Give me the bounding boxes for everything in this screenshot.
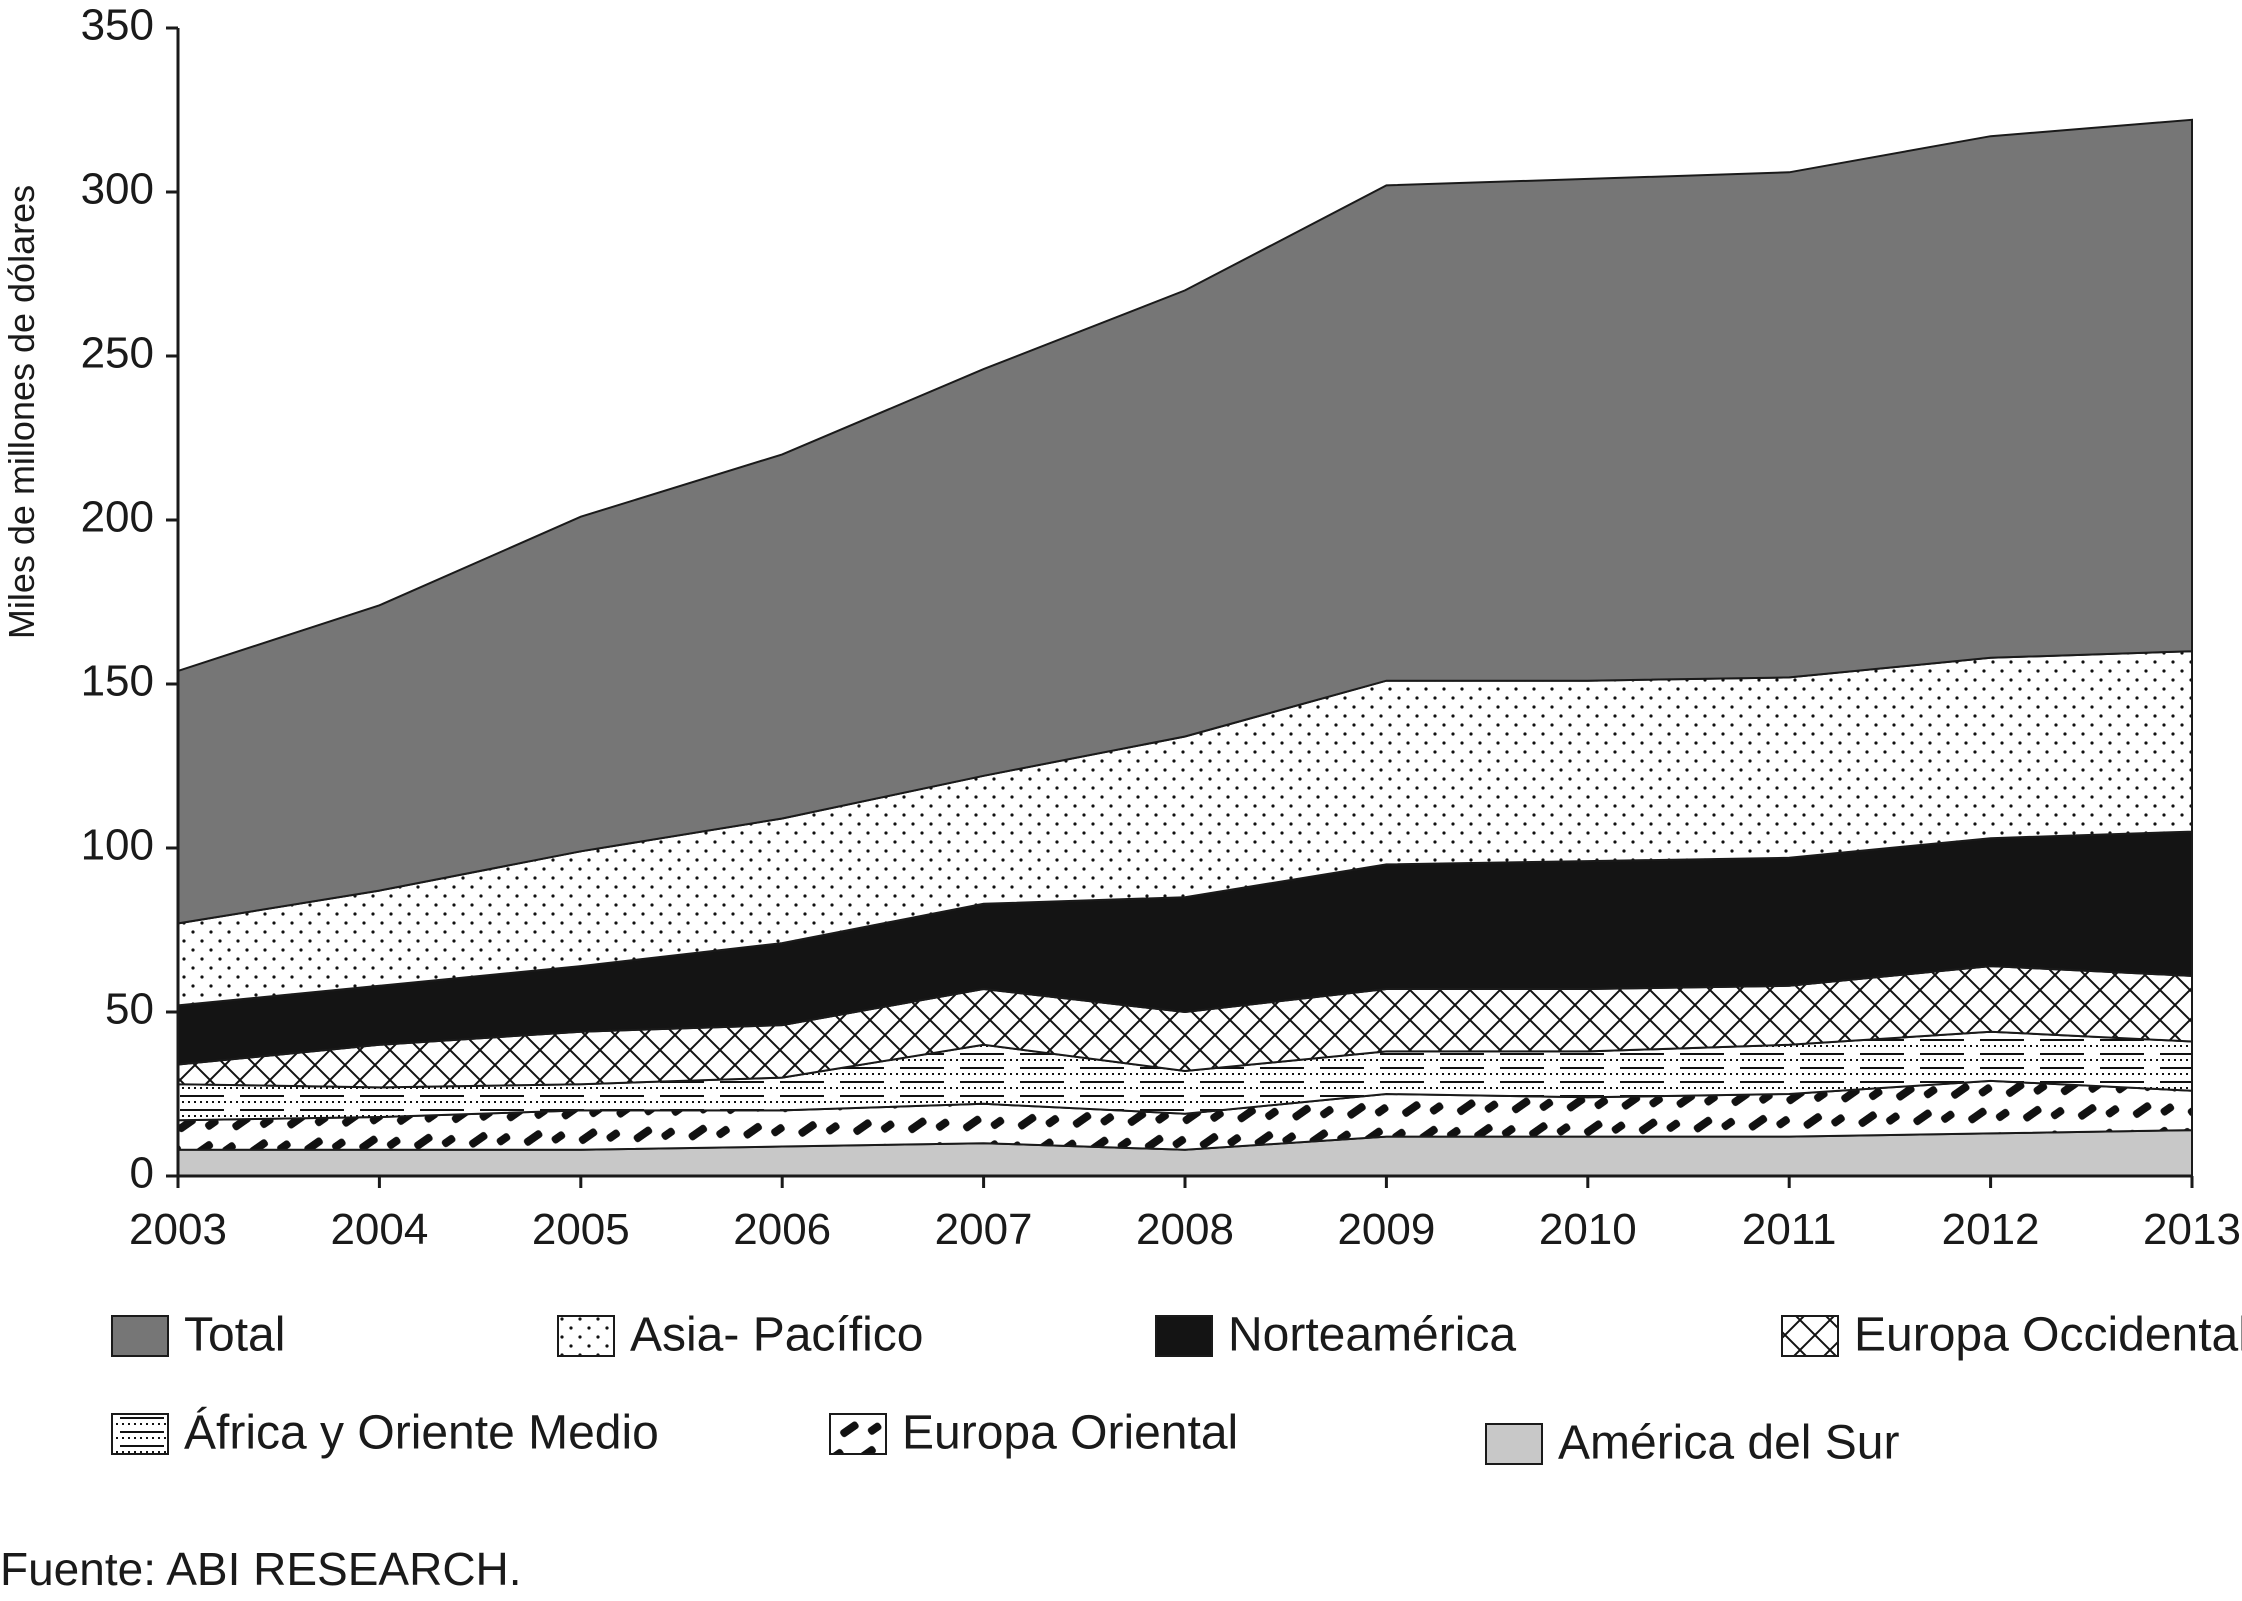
y-tick-label: 150 (81, 657, 154, 706)
x-tick-label: 2012 (1942, 1205, 2040, 1254)
y-tick-label: 0 (130, 1149, 154, 1198)
x-tick-label: 2004 (330, 1205, 428, 1254)
legend-label: Asia- Pacífico (630, 1309, 923, 1362)
legend-swatch (111, 1413, 169, 1455)
legend-item-norteamerica: Norteamérica (1155, 1309, 1516, 1362)
legend-item-europa-oriental: Europa Oriental (829, 1407, 1238, 1460)
legend-item-africa-y-oriente-medio: África y Oriente Medio (111, 1407, 659, 1460)
x-tick-label: 2003 (129, 1205, 227, 1254)
legend-label: Europa Oriental (902, 1407, 1238, 1460)
legend-swatch (1155, 1315, 1213, 1357)
x-tick-label: 2008 (1136, 1205, 1234, 1254)
legend-label: Norteamérica (1228, 1309, 1516, 1362)
source-note: Fuente: ABI RESEARCH. (0, 1543, 522, 1595)
x-tick-label: 2007 (935, 1205, 1033, 1254)
y-tick-label: 250 (81, 329, 154, 378)
legend-item-america-del-sur: América del Sur (1485, 1417, 1899, 1470)
legend-item-asia-pacifico: Asia- Pacífico (557, 1309, 923, 1362)
legend-label: Total (184, 1309, 285, 1362)
x-tick-label: 2013 (2143, 1205, 2241, 1254)
y-tick-label: 200 (81, 493, 154, 542)
x-tick-label: 2009 (1337, 1205, 1435, 1254)
x-tick-label: 2005 (532, 1205, 630, 1254)
x-tick-label: 2006 (733, 1205, 831, 1254)
legend-item-total: Total (111, 1309, 285, 1362)
y-axis-label: Miles de millones de dólares (1, 185, 42, 639)
legend: Total Asia- Pacífico Norteamérica Europa Oc… (111, 1309, 2242, 1470)
y-axis-ticks: 0 50 100 150 200 250 300 350 (81, 1, 178, 1198)
y-tick-label: 50 (105, 985, 154, 1034)
legend-label: América del Sur (1558, 1417, 1899, 1470)
legend-item-europa-occidental: Europa Occidental (1781, 1309, 2242, 1362)
y-tick-label: 100 (81, 821, 154, 870)
x-tick-label: 2011 (1742, 1205, 1837, 1254)
legend-swatch (1485, 1423, 1543, 1465)
legend-label: Europa Occidental (1854, 1309, 2242, 1362)
x-axis-ticks: 2003 2004 2005 2006 2007 2008 2009 2010 2011 2012… (129, 1176, 2241, 1254)
legend-swatch (829, 1413, 887, 1455)
legend-swatch (1781, 1315, 1839, 1357)
legend-swatch (111, 1315, 169, 1357)
y-tick-label: 350 (81, 1, 154, 50)
chart-areas (177, 118, 2193, 1177)
x-tick-label: 2010 (1539, 1205, 1637, 1254)
area-total (177, 118, 2193, 925)
y-tick-label: 300 (81, 165, 154, 214)
legend-swatch (557, 1315, 615, 1357)
legend-label: África y Oriente Medio (184, 1407, 659, 1460)
